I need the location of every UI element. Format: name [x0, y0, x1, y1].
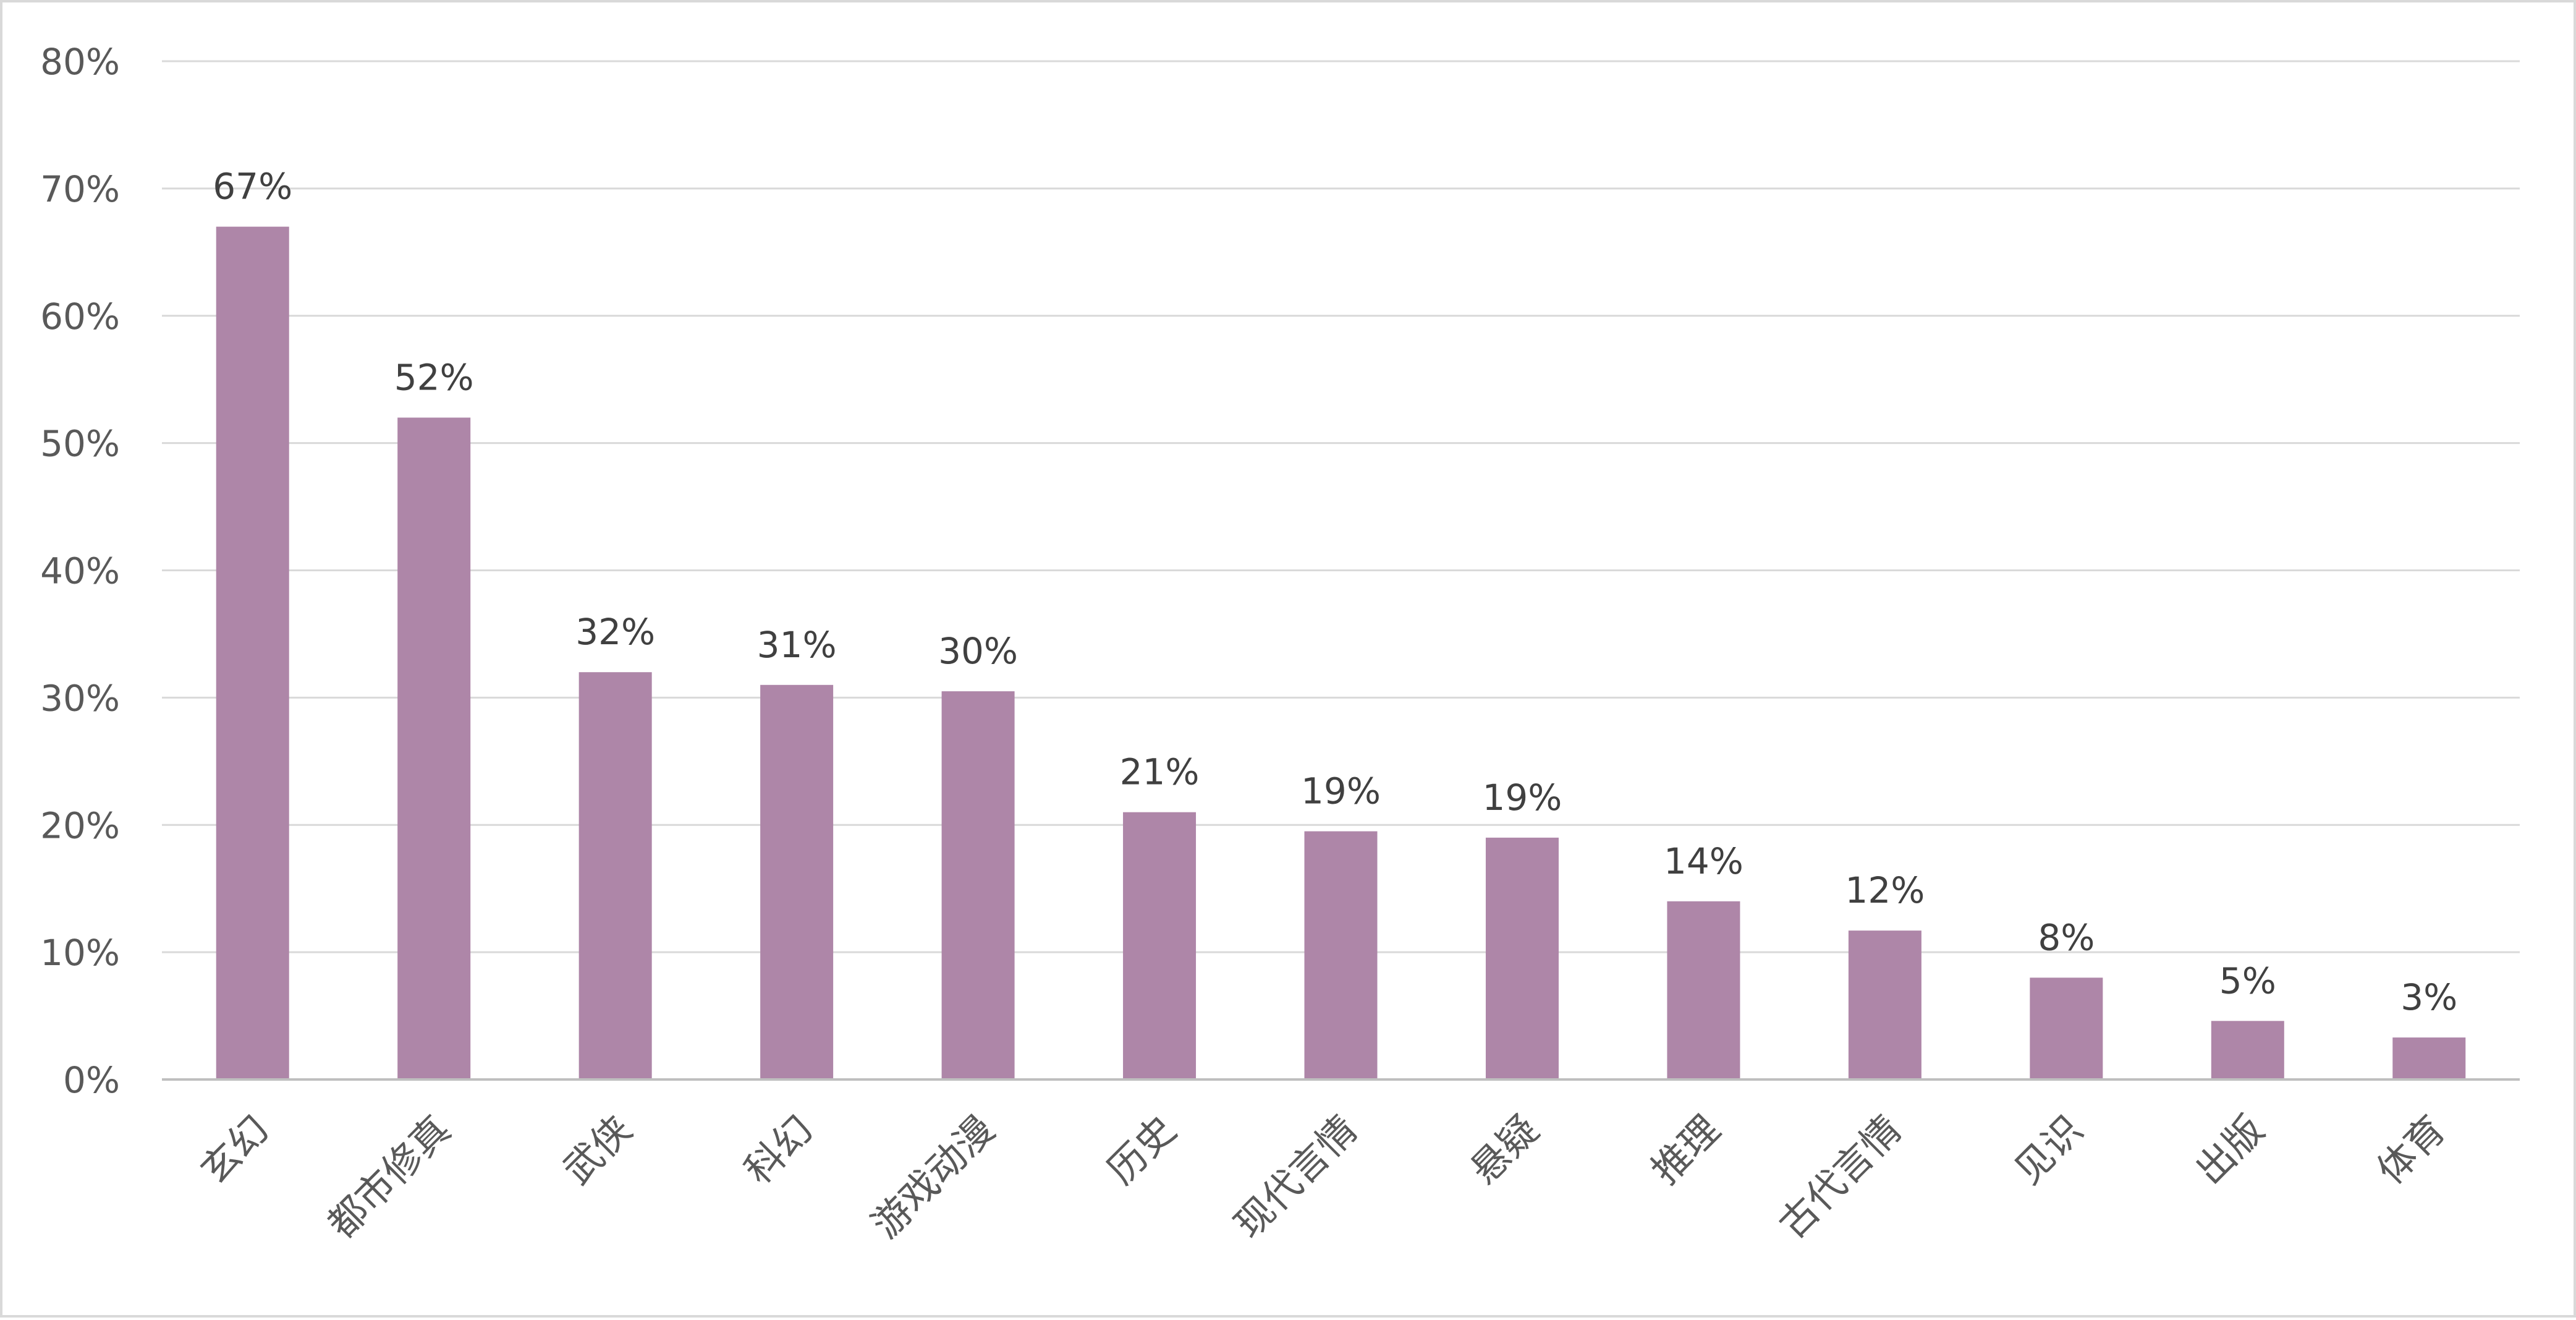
category-label: 武侠	[554, 1107, 640, 1193]
category-label: 见识	[2006, 1107, 2091, 1193]
y-tick-label: 70%	[40, 168, 120, 210]
category-label: 都市修真	[319, 1107, 459, 1247]
category-label: 推理	[1643, 1107, 1729, 1193]
category-label: 游戏动漫	[863, 1107, 1003, 1247]
bar	[216, 226, 289, 1080]
bar	[578, 672, 652, 1079]
data-label: 67%	[213, 166, 292, 208]
category-label: 现代言情	[1226, 1107, 1366, 1247]
bar	[1485, 837, 1559, 1079]
y-tick-label: 60%	[40, 296, 120, 338]
bar	[1304, 831, 1378, 1079]
data-label: 32%	[575, 611, 655, 653]
y-tick-label: 30%	[40, 677, 120, 719]
bar	[2211, 1021, 2284, 1079]
bar	[1848, 930, 1921, 1079]
bar	[1123, 812, 1197, 1079]
y-tick-label: 20%	[40, 804, 120, 846]
data-label: 19%	[1301, 770, 1381, 812]
category-label: 体育	[2368, 1107, 2454, 1193]
y-tick-label: 50%	[40, 423, 120, 465]
category-label: 悬疑	[1461, 1107, 1547, 1193]
bar	[1667, 901, 1740, 1079]
data-label: 19%	[1483, 777, 1562, 819]
category-label: 古代言情	[1769, 1107, 1910, 1247]
data-label: 52%	[394, 356, 474, 398]
y-axis-tick-labels: 0% 10% 20% 30% 40% 50% 60% 70% 80%	[40, 41, 120, 1101]
data-label: 21%	[1120, 751, 1200, 793]
bar	[2392, 1037, 2466, 1079]
y-tick-label: 40%	[40, 550, 120, 592]
category-label: 玄幻	[192, 1107, 278, 1193]
data-label: 31%	[757, 624, 837, 666]
bar	[397, 417, 471, 1080]
data-label: 30%	[938, 630, 1018, 672]
y-tick-label: 10%	[40, 932, 120, 974]
bars	[216, 226, 2466, 1080]
data-label: 14%	[1664, 840, 1743, 882]
bar	[2030, 977, 2103, 1079]
gridlines	[162, 60, 2520, 953]
category-label: 出版	[2187, 1107, 2273, 1193]
data-labels: 67% 52% 32% 31% 30% 21% 19% 19% 14% 12% 8% 5% 3%	[213, 166, 2457, 1018]
bar	[941, 691, 1015, 1079]
data-label: 3%	[2400, 976, 2457, 1018]
data-label: 12%	[1845, 869, 1925, 911]
category-label: 历史	[1098, 1107, 1184, 1193]
category-labels: 玄幻 都市修真 武侠 科幻 游戏动漫 历史 现代言情 悬疑 推理 古代言情 见识 出版 体育	[192, 1107, 2454, 1247]
y-tick-label: 80%	[40, 41, 120, 83]
data-label: 5%	[2219, 960, 2276, 1002]
bar	[760, 684, 834, 1079]
y-tick-label: 0%	[63, 1059, 120, 1101]
category-label: 科幻	[735, 1107, 821, 1193]
data-label: 8%	[2038, 916, 2095, 958]
